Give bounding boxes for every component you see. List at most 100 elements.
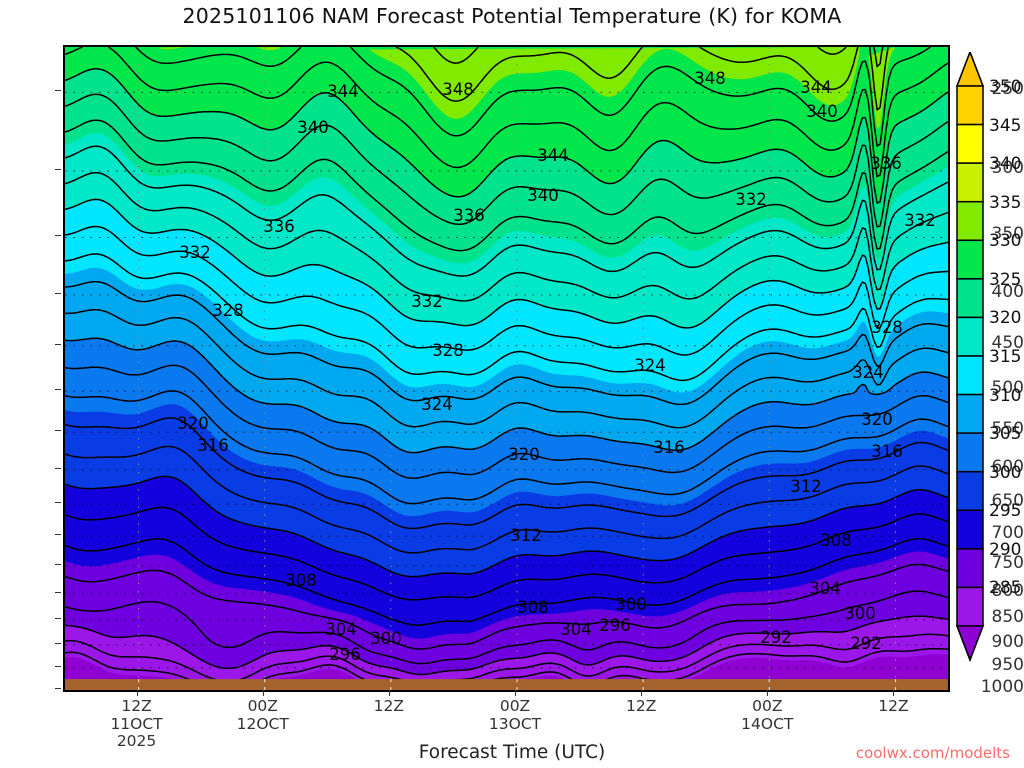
contour-label: 328 — [871, 318, 903, 337]
y-tick-label: 700 — [991, 523, 1024, 544]
x-axis-title: Forecast Time (UTC) — [418, 742, 606, 763]
x-tick-mark — [262, 690, 264, 696]
x-tick-time: 00Z — [247, 697, 278, 715]
y-tick-label: 500 — [991, 378, 1024, 399]
x-tick-year: 2025 — [116, 732, 157, 751]
x-tick-mark — [515, 690, 516, 696]
x-tick-label-group: 12Z — [823, 697, 963, 716]
contour-line — [869, 47, 889, 111]
y-tick-mark — [55, 642, 61, 644]
x-tick-mark — [893, 690, 895, 696]
colorbar-segment — [956, 548, 984, 589]
contour-lines — [65, 47, 948, 690]
y-tick-mark — [55, 430, 61, 432]
contour-label: 324 — [421, 395, 453, 414]
colorbar-under-arrow — [955, 625, 985, 662]
y-tick-mark — [55, 591, 61, 593]
x-tick-label-group: 00Z 13OCT — [445, 697, 585, 733]
contour-label: 296 — [599, 616, 631, 635]
contour-line — [433, 47, 479, 64]
colorbar-tick-label: 305 — [989, 424, 1022, 445]
contour-label: 348 — [694, 69, 726, 88]
y-tick-label: 450 — [991, 332, 1024, 353]
contour-line — [65, 475, 948, 578]
colorbar-over-arrow — [955, 52, 985, 87]
y-tick-mark — [55, 688, 61, 689]
contour-line — [65, 225, 948, 356]
contour-label: 324 — [634, 356, 666, 375]
colorbar-tick-label: 310 — [989, 385, 1022, 406]
colorbar-segment — [956, 85, 984, 126]
colorbar: 350 345 340 335 330 325 320 315 310 305 300 295 290 2… — [955, 52, 1021, 662]
x-tick-label-group: 00Z 12OCT — [193, 697, 333, 733]
contour-line — [65, 119, 948, 252]
y-tick-mark — [55, 502, 61, 504]
contour-label: 300 — [844, 604, 876, 623]
contour-label: 292 — [760, 628, 792, 647]
gridlines — [65, 47, 948, 690]
credit-watermark: coolwx.com/modelts — [855, 744, 1010, 762]
contour-label: 332 — [735, 190, 767, 209]
y-tick-label: 750 — [991, 552, 1024, 573]
contour-line — [349, 47, 932, 147]
contour-label: 308 — [517, 598, 549, 617]
colorbar-segment — [956, 123, 984, 164]
contour-line — [65, 280, 948, 406]
colorbar-tick-label: 320 — [989, 308, 1022, 329]
colorbar-segment — [956, 200, 984, 242]
page-title: 2025101106 NAM Forecast Potential Temper… — [182, 4, 842, 28]
colorbar-segment — [956, 355, 984, 396]
y-tick-label: 600 — [991, 456, 1024, 477]
y-tick-mark — [55, 617, 61, 619]
colorbar-segment — [956, 393, 984, 434]
contour-label: 312 — [510, 526, 542, 545]
x-tick-time: 12Z — [373, 697, 404, 715]
contour-label: 336 — [453, 206, 485, 225]
x-tick-date: 14OCT — [741, 714, 794, 733]
y-tick-label: 350 — [991, 224, 1024, 245]
contour-label: 332 — [179, 243, 211, 262]
x-tick-date: 12OCT — [236, 714, 289, 733]
contour-line — [395, 47, 643, 102]
contour-label: 332 — [904, 211, 936, 230]
y-tick-mark — [55, 389, 61, 391]
contour-line — [65, 145, 948, 277]
y-tick-label: 800 — [991, 580, 1024, 601]
plot-area: 344 348 348 344 340 340 344 336 340 332 336 336 332 3… — [63, 45, 950, 692]
contour-line — [65, 68, 948, 204]
colorbar-tick-label: 345 — [989, 115, 1022, 136]
contour-line — [873, 47, 884, 68]
contour-label: 316 — [871, 442, 903, 461]
x-tick-label-group: 12Z — [319, 697, 459, 716]
y-tick-label: 300 — [991, 158, 1024, 178]
contour-line — [65, 633, 948, 685]
contour-line — [65, 590, 948, 665]
colorbar-segment — [956, 239, 984, 280]
contour-label: 304 — [560, 620, 592, 639]
contour-label-group: 344 348 348 344 340 340 344 336 340 332 336 336 332 3… — [177, 69, 936, 664]
x-tick-time: 12Z — [121, 697, 152, 715]
contour-line — [699, 47, 859, 91]
y-tick-mark — [55, 169, 61, 170]
contour-label: 320 — [177, 414, 209, 433]
contour-line — [65, 47, 83, 56]
y-tick-mark — [55, 343, 61, 345]
colorbar-tick-label: 350 — [989, 77, 1022, 97]
colorbar-tick-label: 335 — [989, 192, 1022, 213]
contour-line — [65, 417, 948, 530]
y-tick-label: 950 — [991, 654, 1024, 675]
contour-label: 304 — [325, 620, 357, 639]
colorbar-segment — [956, 586, 984, 627]
x-tick-mark — [767, 690, 769, 696]
y-tick-mark — [55, 90, 61, 92]
contour-label: 320 — [508, 445, 540, 464]
colorbar-segment — [956, 278, 984, 319]
contour-line — [65, 538, 948, 626]
colorbar-tick-label: 300 — [989, 462, 1022, 483]
contour-label: 312 — [790, 477, 822, 496]
colorbar-tick-label: 325 — [989, 269, 1022, 290]
x-tick-mark — [641, 690, 643, 696]
terrain-block — [65, 679, 948, 690]
x-tick-date: 13OCT — [488, 714, 542, 733]
